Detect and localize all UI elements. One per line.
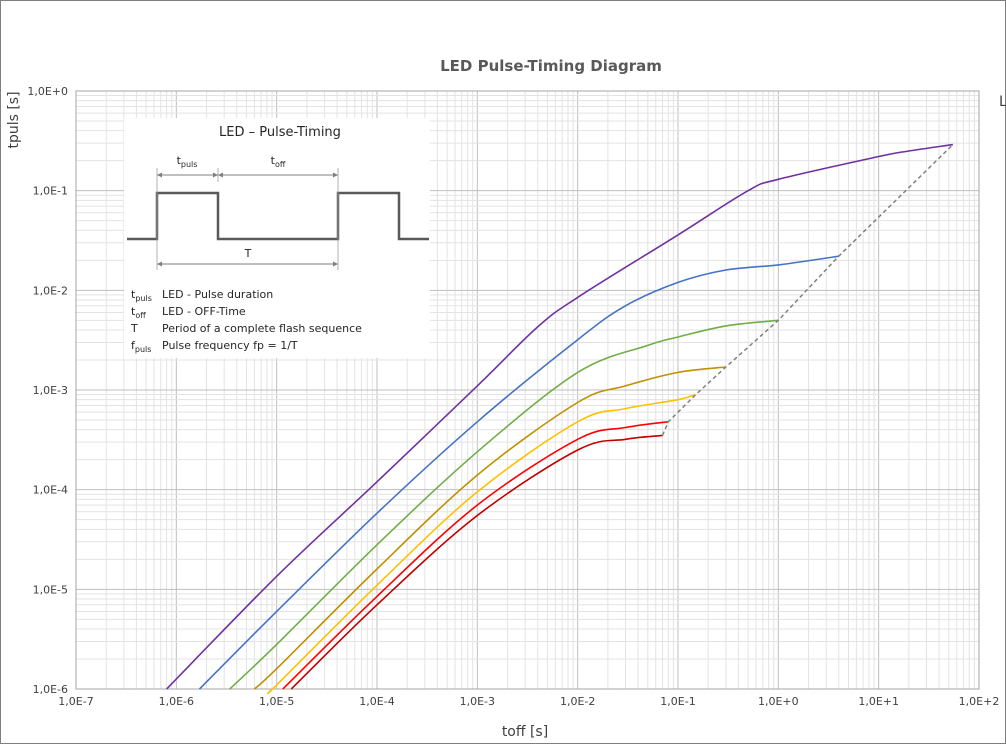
series-line-6 — [282, 421, 669, 690]
series-line-dashed-limit — [661, 144, 954, 436]
inset-legend: tpuls LED - Pulse duration toff LED - OFF-T… — [130, 288, 362, 354]
series-line-2 — [198, 255, 839, 690]
inset-legend-text: Period of a complete flash sequence — [162, 322, 362, 335]
x-tick-label: 1,0E-3 — [460, 695, 495, 708]
toff-label: toff — [271, 154, 286, 169]
inset-legend-symbol: T — [130, 322, 138, 335]
x-tick-label: 1,0E+2 — [959, 695, 1000, 708]
pulse-timing-inset: LED – Pulse-Timing tpuls toff T tpuls LED… — [124, 118, 430, 358]
y-tick-label: 1,0E-2 — [33, 284, 68, 297]
x-axis-title: toff [s] — [502, 724, 548, 740]
chart-title: LED Pulse-Timing Diagram — [440, 57, 662, 75]
y-tick-label: 1,0E-6 — [33, 683, 68, 696]
series-line-4 — [253, 366, 726, 690]
inset-legend-symbol: toff — [131, 305, 146, 320]
x-tick-label: 1,0E-1 — [660, 695, 695, 708]
y-tick-label: 1,0E-3 — [33, 384, 68, 397]
y-tick-label: 1,0E-4 — [33, 484, 68, 497]
inset-legend-text: LED - OFF-Time — [162, 305, 246, 318]
x-tick-label: 1,0E-2 — [560, 695, 595, 708]
y-tick-label: 1,0E-1 — [33, 185, 68, 198]
series-line-7 — [290, 434, 663, 690]
dimension-arrowhead — [218, 172, 223, 178]
x-tick-label: 1,0E-4 — [359, 695, 394, 708]
legend-fragment: L — [999, 94, 1006, 110]
tick-labels: 1,0E-7 1,0E-6 1,0E-5 1,0E-4 1,0E-3 1,0E-2 1,0E… — [27, 85, 999, 708]
inset-legend-symbol: fpuls — [131, 339, 151, 354]
x-tick-label: 1,0E-7 — [58, 695, 93, 708]
series-line-5 — [266, 393, 696, 695]
inset-legend-text: Pulse frequency fp = 1/T — [162, 339, 298, 352]
y-axis-title: tpuls [s] — [6, 91, 22, 148]
y-tick-label: 1,0E+0 — [27, 85, 68, 98]
x-tick-label: 1,0E-5 — [259, 695, 294, 708]
series-line-1 — [166, 143, 954, 690]
period-label: T — [244, 247, 252, 260]
inset-title: LED – Pulse-Timing — [219, 125, 341, 140]
inset-legend-text: LED - Pulse duration — [162, 288, 273, 301]
series-line-3 — [229, 319, 779, 690]
x-tick-label: 1,0E+1 — [858, 695, 899, 708]
x-tick-label: 1,0E-6 — [159, 695, 194, 708]
dimension-arrowhead — [157, 261, 162, 267]
dimension-arrowhead — [213, 172, 218, 178]
inset-legend-symbol: tpuls — [131, 288, 152, 303]
dimension-arrowhead — [333, 261, 338, 267]
series-layer — [166, 143, 954, 695]
plot-area-border — [75, 90, 980, 690]
dimension-arrowhead — [157, 172, 162, 178]
x-tick-label: 1,0E+0 — [758, 695, 799, 708]
dimension-arrowhead — [333, 172, 338, 178]
y-tick-label: 1,0E-5 — [33, 583, 68, 596]
tpuls-label: tpuls — [177, 154, 198, 169]
